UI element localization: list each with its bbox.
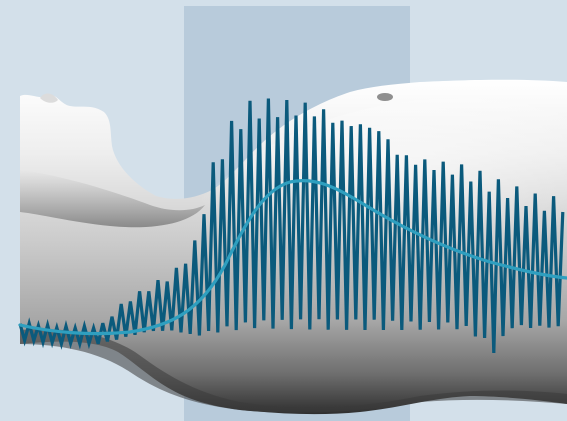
raw-oscillating-signal (18, 98, 565, 354)
smoothed-envelope-curve (18, 179, 567, 336)
